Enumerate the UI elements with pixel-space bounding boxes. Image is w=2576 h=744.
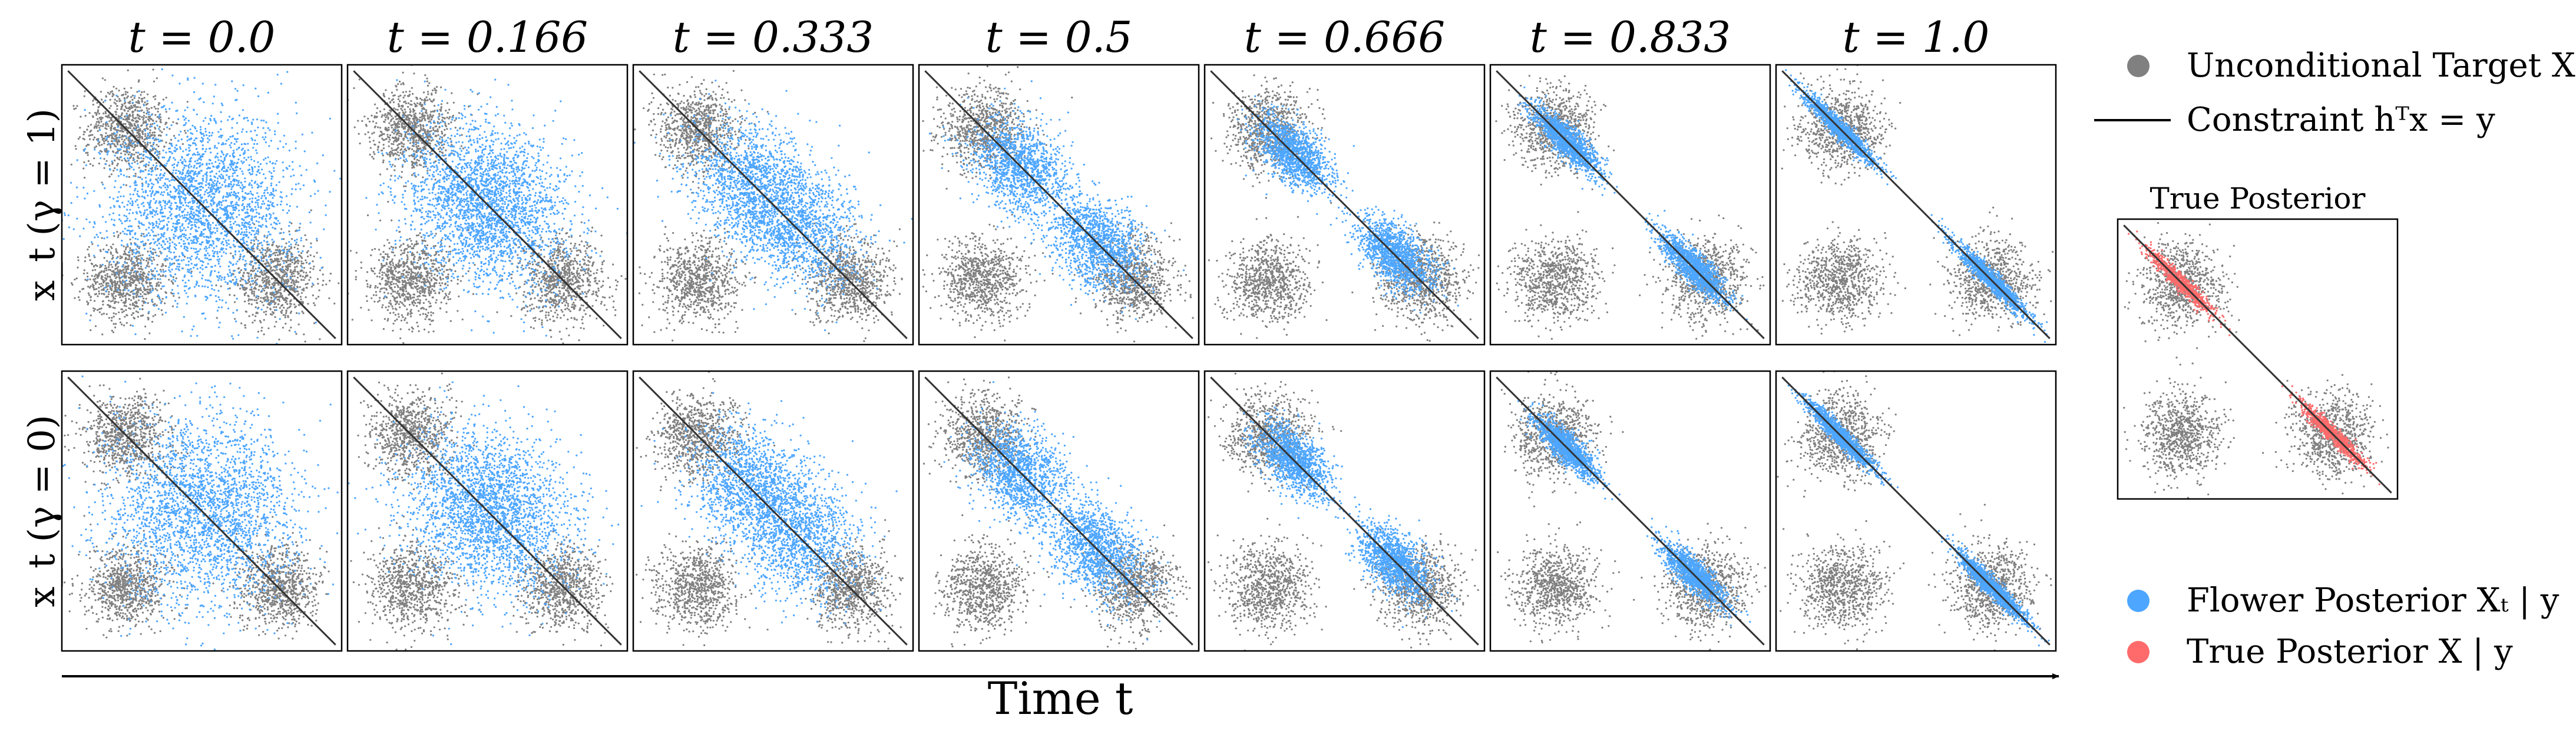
panel-grid: [61, 64, 2057, 652]
legend-entry-1: Unconditional Target X₁: [2127, 47, 2576, 85]
panel-frame: [918, 370, 1200, 652]
column-title-3: t = 0.333: [673, 12, 874, 62]
flower-samples: [365, 78, 627, 337]
legend-marker: [2127, 641, 2150, 663]
constraint-line: [639, 70, 908, 339]
constraint-line: [353, 376, 622, 646]
panel-frame: [918, 64, 1200, 346]
target-samples: [2123, 221, 2389, 499]
panel-row1-col6: [1489, 64, 1771, 346]
flower-samples: [1236, 95, 1459, 314]
legend-marker: [2127, 590, 2150, 612]
constraint-line: [2123, 224, 2392, 494]
column-title-5: t = 0.666: [1244, 12, 1445, 62]
flower-samples: [348, 381, 620, 646]
flower-samples: [62, 65, 342, 345]
row-labels: x_t (γ = 1) x_t (γ = 0): [20, 108, 63, 607]
panel-row1-col1: [61, 64, 343, 346]
panel-frame: [346, 370, 629, 652]
flower-samples: [62, 375, 339, 651]
legend: Unconditional Target X₁ Constraint hᵀx = …: [2094, 47, 2576, 671]
constraint-line: [1496, 70, 1765, 339]
column-title-2: t = 0.166: [387, 12, 588, 62]
panel-row2-col5: [1203, 370, 1486, 652]
panel-frame: [1775, 64, 2057, 346]
legend-label: Unconditional Target X₁: [2187, 47, 2576, 85]
panel-row1-col5: [1203, 64, 1486, 346]
time-axis: Time t: [62, 672, 2059, 725]
column-title-1: t = 0.0: [128, 12, 276, 62]
legend-label: Constraint hᵀx = y: [2187, 101, 2495, 139]
constraint-line: [639, 376, 908, 646]
target-samples: [1777, 371, 2052, 651]
constraint-line: [67, 70, 336, 339]
panel-row1-col3: [632, 64, 914, 346]
panel-row2-col2: [346, 370, 629, 652]
legend-label: True Posterior X | y: [2187, 633, 2513, 671]
legend-label: Flower Posterior Xₜ | y: [2187, 581, 2560, 620]
true-posterior-samples: [2127, 230, 2380, 485]
target-samples: [64, 378, 330, 640]
row-label-2: x_t (γ = 0): [20, 415, 63, 607]
panel-row2-col3: [632, 370, 914, 652]
target-samples: [62, 68, 340, 343]
true-posterior-inset: True Posterior: [2117, 181, 2399, 500]
panel-frame: [632, 370, 914, 652]
time-axis-label: Time t: [988, 672, 1133, 725]
panel-frame: [61, 64, 343, 346]
flower-samples: [1517, 400, 1751, 627]
constraint-line: [1781, 376, 2051, 646]
panel-frame: [1489, 370, 1771, 652]
panel-frame: [632, 64, 914, 346]
flower-samples: [1787, 383, 2050, 647]
panel-row1-col4: [918, 64, 1200, 346]
legend-entry-4: True Posterior X | y: [2127, 633, 2513, 671]
constraint-line: [353, 70, 622, 339]
target-samples: [636, 371, 904, 650]
constraint-line: [1781, 70, 2051, 339]
flower-samples: [928, 80, 1185, 320]
legend-entry-3: Flower Posterior Xₜ | y: [2127, 581, 2560, 620]
inset-frame: [2117, 218, 2399, 500]
constraint-line: [924, 70, 1193, 339]
panel-row2-col7: [1775, 370, 2057, 652]
inset-title: True Posterior: [2150, 181, 2366, 216]
panel-frame: [1203, 64, 1486, 346]
constraint-line: [67, 376, 336, 646]
legend-marker: [2127, 55, 2150, 77]
constraint-line: [924, 376, 1193, 646]
panel-frame: [1489, 64, 1771, 346]
target-samples: [634, 65, 903, 342]
panel-row2-col6: [1489, 370, 1771, 652]
flower-samples: [1776, 69, 2048, 343]
target-samples: [350, 372, 614, 651]
panel-row1-col7: [1775, 64, 2057, 346]
column-titles: t = 0.0 t = 0.166 t = 0.333 t = 0.5 t = 0.66…: [128, 12, 1990, 62]
flower-samples: [633, 80, 913, 332]
legend-entry-2: Constraint hᵀx = y: [2094, 101, 2495, 139]
flower-samples: [640, 392, 898, 625]
target-samples: [1205, 371, 1479, 651]
target-samples: [348, 65, 627, 345]
row-label-1: x_t (γ = 1): [20, 108, 63, 301]
panel-frame: [61, 370, 343, 652]
panel-frame: [346, 64, 629, 346]
constraint-line: [1210, 376, 1479, 646]
panel-frame: [1775, 370, 2057, 652]
panel-frame: [1203, 370, 1486, 652]
target-samples: [1208, 74, 1480, 342]
column-title-4: t = 0.5: [986, 12, 1133, 62]
panel-row1-col2: [346, 64, 629, 346]
constraint-line: [1496, 376, 1765, 646]
column-title-7: t = 1.0: [1843, 12, 1990, 62]
panel-row2-col1: [61, 370, 343, 652]
column-title-6: t = 0.833: [1530, 12, 1731, 62]
constraint-line: [1210, 70, 1479, 339]
panel-row2-col4: [918, 370, 1200, 652]
